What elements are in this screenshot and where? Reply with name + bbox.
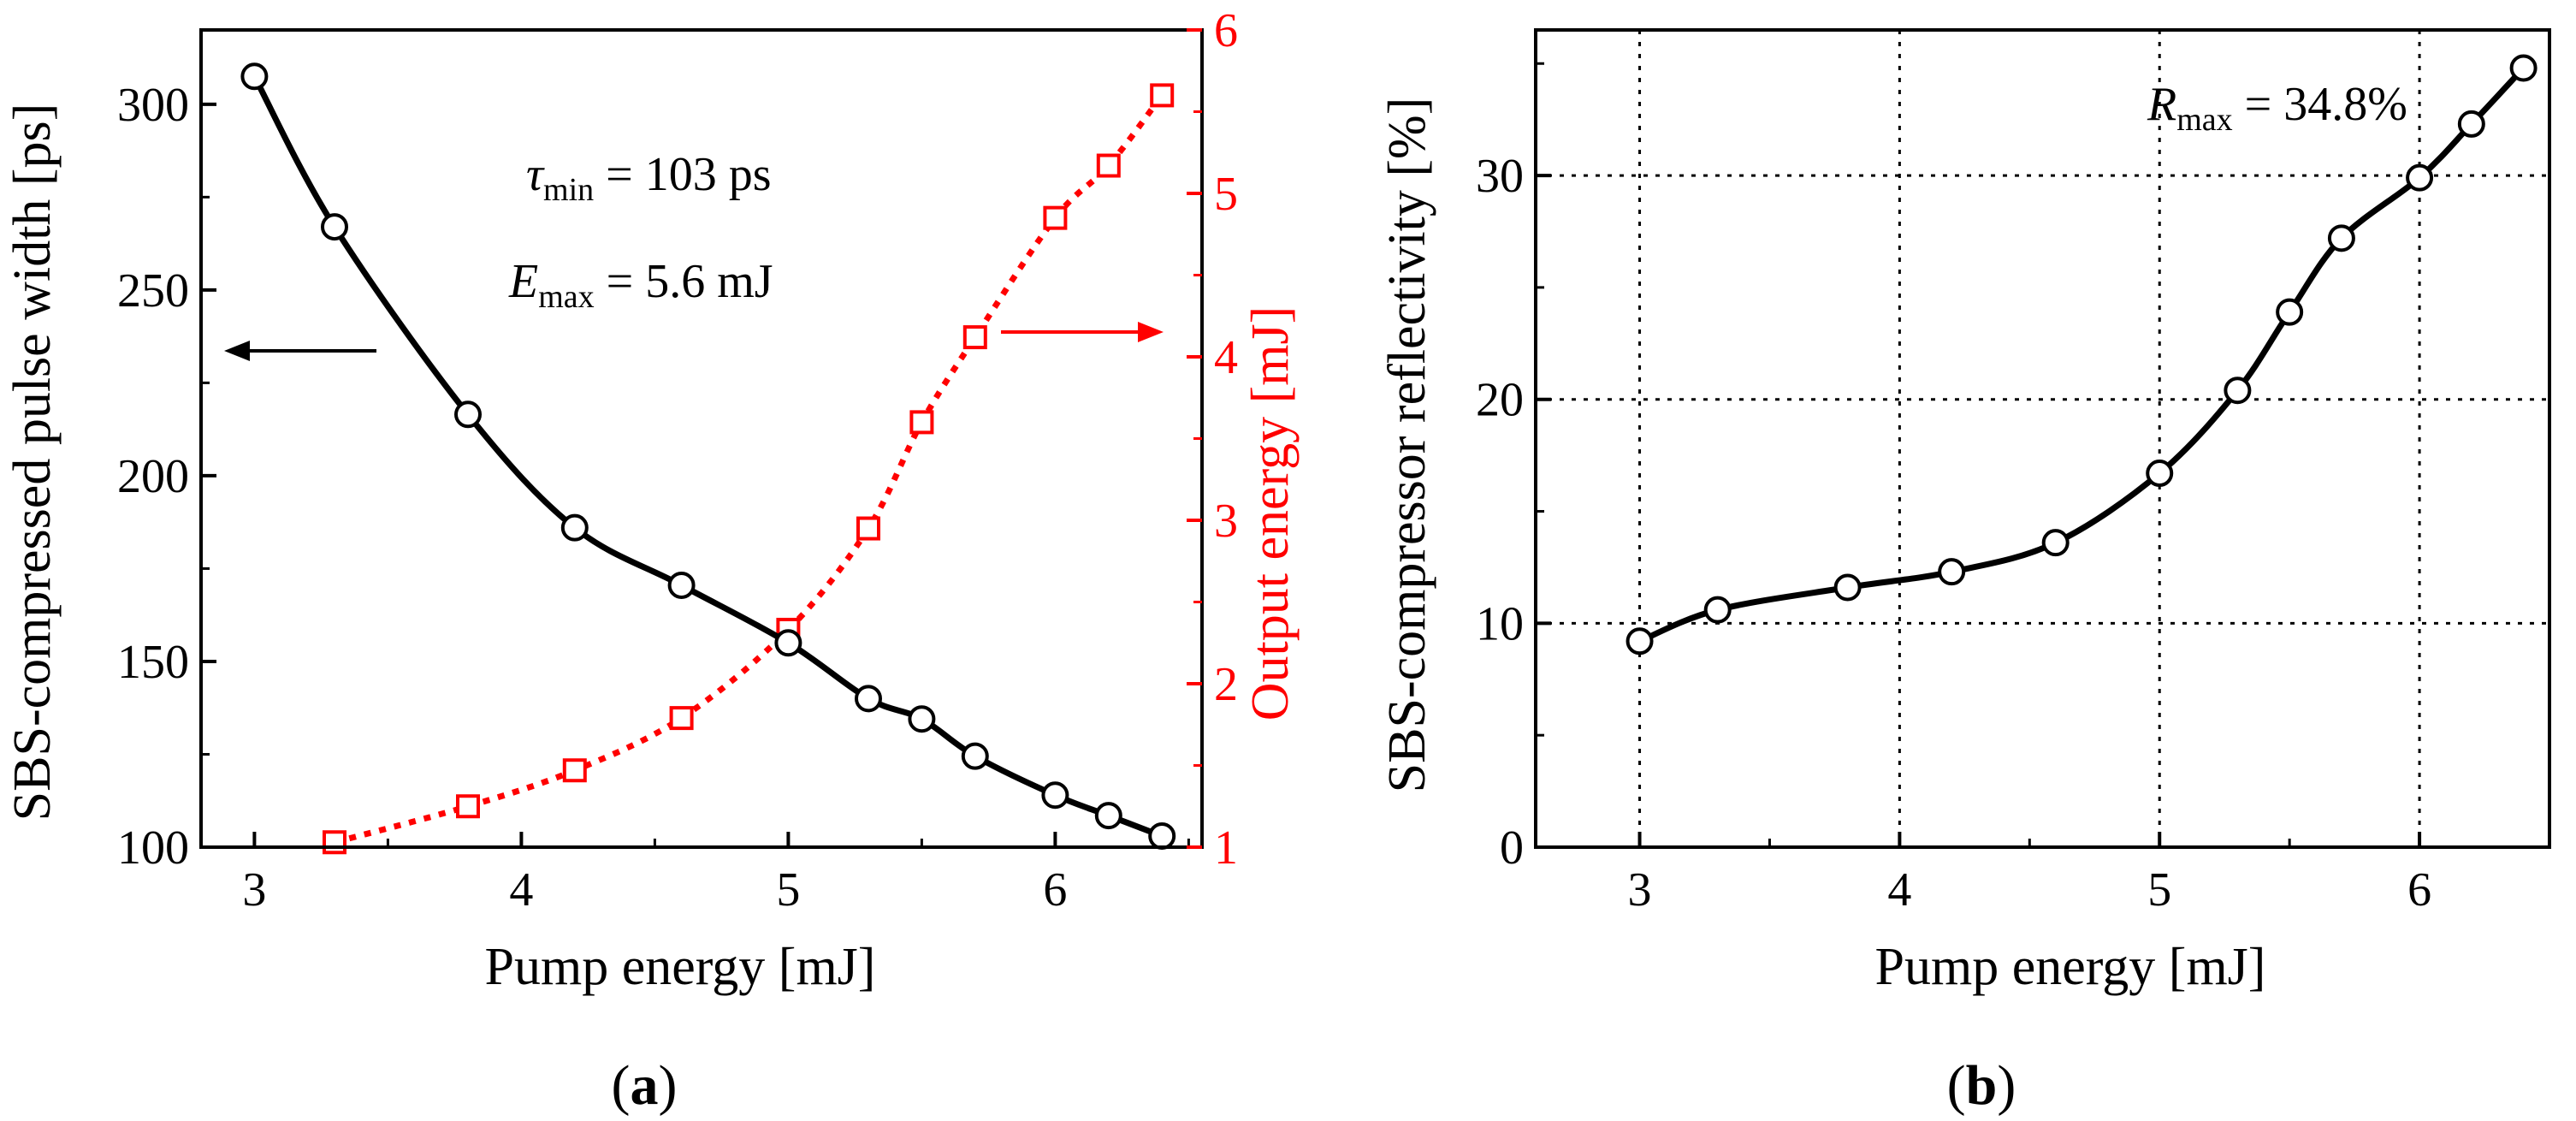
pulse-width-point xyxy=(667,571,696,599)
panel-a-y-tick-label: 200 xyxy=(117,450,189,503)
pulse-width-point xyxy=(454,400,482,429)
panel-a-pulse-width-series xyxy=(240,62,1176,850)
panel-a-y-tick-label: 250 xyxy=(117,264,189,317)
right-axis-arrow xyxy=(1001,322,1164,342)
panel-a-y-tick-label: 300 xyxy=(117,79,189,132)
output-energy-point xyxy=(856,516,880,541)
output-energy-point xyxy=(962,325,987,350)
pulse-width-point xyxy=(908,705,936,733)
reflectivity-point xyxy=(2041,529,2070,557)
pulse-width-point xyxy=(321,213,348,241)
panel-a-y-tick-label: 100 xyxy=(117,821,189,875)
panel-b-y-tick-label: 10 xyxy=(1476,597,1524,650)
output-energy-point xyxy=(323,830,346,855)
panel-b-y-ticks: 0 10 20 30 xyxy=(1476,62,1551,875)
reflectivity-point xyxy=(2509,54,2538,82)
reflectivity-point xyxy=(2146,460,2174,488)
panel-a: 3 4 5 6 100 150 200 250 300 1 2 3 4 5 6 Pump energy … xyxy=(3,4,1300,1117)
pulse-width-point xyxy=(961,742,989,770)
panel-b-caption: (b) xyxy=(1947,1054,2016,1117)
tau-min-annotation: τmin = 103 ps xyxy=(526,148,772,208)
panel-b-x-ticks: 3 4 5 6 xyxy=(1628,832,2551,916)
output-energy-point xyxy=(456,794,480,819)
reflectivity-point xyxy=(2276,298,2304,326)
panel-b-x-tick-label: 6 xyxy=(2407,863,2431,916)
panel-a-x-tick-label: 3 xyxy=(242,863,266,916)
panel-a-y2-tick-label: 2 xyxy=(1214,658,1238,711)
pulse-width-line xyxy=(252,74,1164,839)
e-symbol: E xyxy=(508,255,538,308)
panel-b-plot-frame xyxy=(1534,28,2551,849)
output-energy-point xyxy=(562,758,587,783)
panel-a-y-tick-label: 150 xyxy=(117,636,189,689)
r-value: = 34.8% xyxy=(2233,78,2407,131)
panel-a-output-energy-series xyxy=(323,83,1175,855)
panel-a-y2-tick-label: 5 xyxy=(1214,168,1238,221)
output-energy-point xyxy=(1043,205,1068,230)
reflectivity-point xyxy=(1938,558,1966,586)
output-energy-point xyxy=(1150,83,1175,108)
tau-symbol: τ xyxy=(526,148,545,201)
panel-a-x-axis-label: Pump energy [mJ] xyxy=(485,938,876,996)
panel-a-y2-tick-label: 3 xyxy=(1214,495,1238,548)
pulse-width-point xyxy=(560,513,589,542)
output-energy-point xyxy=(1096,153,1121,178)
panel-a-letter: a xyxy=(631,1054,659,1117)
panel-b-x-axis-label: Pump energy [mJ] xyxy=(1875,938,2266,996)
pulse-width-point xyxy=(1094,802,1122,830)
e-subscript: max xyxy=(538,279,594,315)
output-energy-line xyxy=(334,93,1164,845)
panel-a-caption: (a) xyxy=(612,1054,678,1117)
panel-a-x-tick-label: 6 xyxy=(1043,863,1067,916)
reflectivity-point xyxy=(2406,163,2434,192)
panel-b-x-tick-label: 5 xyxy=(2147,863,2171,916)
panel-b-y-tick-label: 30 xyxy=(1476,150,1524,203)
reflectivity-point xyxy=(1703,596,1732,624)
panel-a-x-tick-label: 5 xyxy=(776,863,800,916)
panel-a-y-ticks: 100 150 200 250 300 xyxy=(117,79,216,875)
tau-value: = 103 ps xyxy=(594,148,771,201)
reflectivity-point xyxy=(2327,224,2355,252)
panel-b-x-tick-label: 4 xyxy=(1887,863,1911,916)
pulse-width-point xyxy=(240,62,269,91)
panel-b-y-tick-label: 20 xyxy=(1476,374,1524,427)
output-energy-point xyxy=(909,410,934,435)
panel-a-x-tick-label: 4 xyxy=(509,863,533,916)
panel-a-y2-axis-label: Output energy [mJ] xyxy=(1241,306,1300,721)
panel-b-y-tick-label: 0 xyxy=(1500,821,1524,875)
r-subscript: max xyxy=(2176,102,2232,138)
panel-a-y2-tick-label: 1 xyxy=(1214,821,1238,875)
pulse-width-point xyxy=(855,685,882,713)
output-energy-point xyxy=(669,706,694,731)
tau-subscript: min xyxy=(543,172,594,208)
panel-b-x-tick-label: 3 xyxy=(1628,863,1652,916)
reflectivity-point xyxy=(1626,627,1654,655)
panel-b-reflectivity-series xyxy=(1626,54,2538,655)
panel-b-y-axis-label: SBS-compressor reflectivity [%] xyxy=(1378,98,1436,793)
reflectivity-point xyxy=(1833,573,1862,602)
panel-a-y2-tick-label: 6 xyxy=(1214,4,1238,57)
left-axis-arrow xyxy=(224,341,376,361)
r-symbol: R xyxy=(2147,78,2176,131)
pulse-width-point xyxy=(1148,821,1176,850)
panel-a-y2-tick-label: 4 xyxy=(1214,331,1238,384)
panel-a-x-ticks: 3 4 5 6 xyxy=(242,832,1190,916)
panel-b-gridlines xyxy=(1536,30,2549,847)
panel-b: 3 4 5 6 0 10 20 30 Pump energy [mJ] SBS-compre… xyxy=(1378,28,2551,1117)
pulse-width-point xyxy=(1041,781,1069,810)
reflectivity-point xyxy=(2457,110,2485,138)
e-max-annotation: Emax = 5.6 mJ xyxy=(508,255,773,315)
panel-b-letter: b xyxy=(1966,1054,1998,1117)
panel-a-y2-ticks: 1 2 3 4 5 6 xyxy=(1187,4,1238,875)
panel-a-y-axis-label: SBS-compressed pulse width [ps] xyxy=(3,104,62,821)
reflectivity-point xyxy=(2224,377,2252,405)
e-value: = 5.6 mJ xyxy=(595,255,773,308)
r-max-annotation: Rmax = 34.8% xyxy=(2147,78,2407,138)
pulse-width-point xyxy=(774,629,802,657)
reflectivity-line xyxy=(1638,66,2526,644)
